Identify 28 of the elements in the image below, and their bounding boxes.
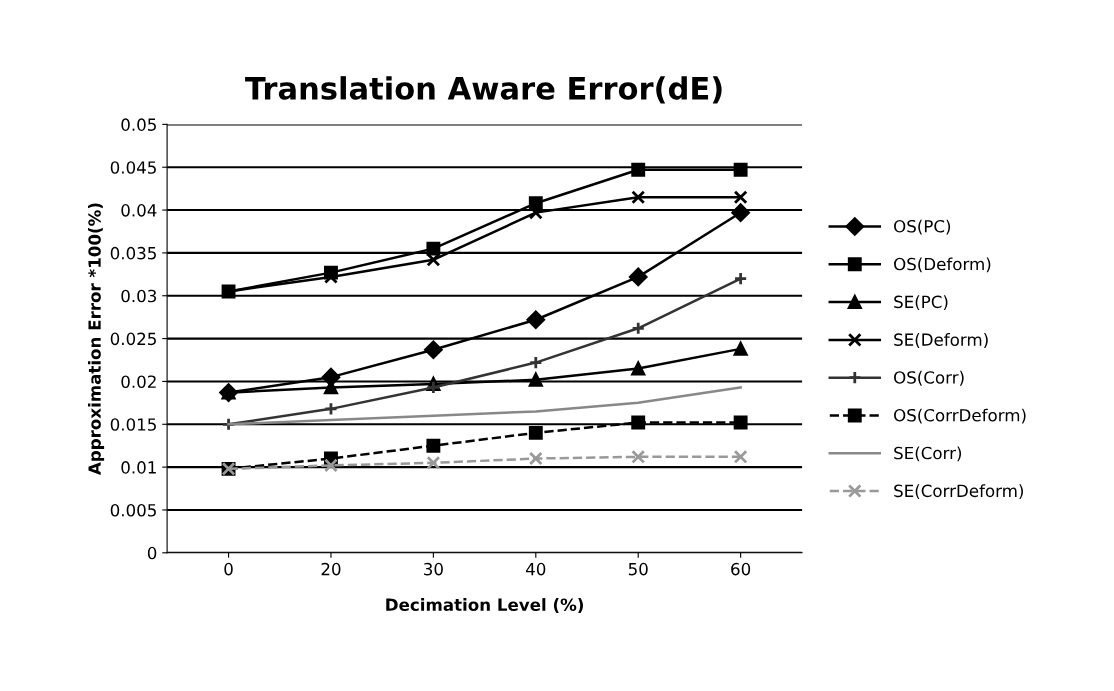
- y-tick-label: 0.045: [110, 161, 156, 174]
- legend-label: OS(PC): [894, 219, 951, 235]
- x-tick-label: 0: [224, 562, 233, 576]
- x-tick-label: 30: [424, 562, 443, 576]
- legend-label: SE(PC): [894, 295, 948, 311]
- x-tick-label: 50: [628, 562, 648, 576]
- y-tick-label: 0.04: [121, 204, 157, 217]
- y-tick-label: 0.035: [110, 246, 156, 260]
- y-axis-title: Approximation Error *100(%): [87, 203, 105, 476]
- x-tick-label: 60: [731, 562, 751, 576]
- x-tick-label: 40: [526, 562, 546, 576]
- legend-label: SE(CorrDeform): [894, 484, 1023, 500]
- y-tick-label: 0.02: [121, 375, 156, 388]
- y-tick-label: 0: [147, 546, 157, 560]
- y-tick-label: 0.015: [110, 418, 156, 431]
- y-tick-label: 0.025: [110, 332, 156, 346]
- y-tick-label: 0.05: [121, 118, 156, 131]
- x-axis-title: Decimation Level (%): [386, 598, 583, 613]
- legend-label: OS(CorrDeform): [894, 408, 1026, 424]
- y-tick-label: 0.03: [121, 289, 157, 303]
- x-tick-label: 20: [321, 562, 341, 576]
- y-tick-label: 0.01: [121, 461, 156, 474]
- y-tick-label: 0.005: [110, 503, 156, 517]
- legend-label: SE(Corr): [894, 446, 962, 462]
- chart-title: Translation Aware Error(dE): [245, 76, 722, 104]
- legend-label: OS(Deform): [894, 257, 991, 273]
- legend-label: OS(Corr): [894, 370, 964, 386]
- legend-label: SE(Deform): [894, 333, 988, 348]
